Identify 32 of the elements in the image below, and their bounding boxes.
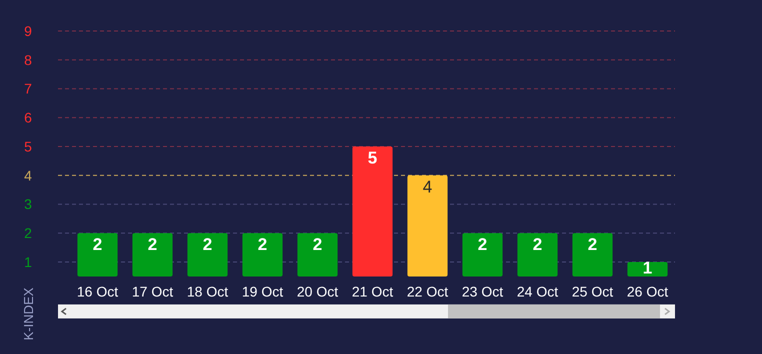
y-tick-label: 8 — [24, 52, 32, 68]
data-label: 2 — [92, 235, 102, 254]
x-tick-label: 23 Oct — [462, 283, 504, 300]
x-tick-label: 24 Oct — [516, 283, 558, 300]
x-tick-label: 18 Oct — [186, 283, 228, 300]
y-tick-label: 6 — [24, 110, 32, 126]
data-label: 5 — [368, 148, 378, 168]
data-label: 2 — [148, 235, 158, 254]
x-tick-label: 26 Oct — [626, 283, 668, 300]
y-tick-label: 1 — [24, 254, 32, 270]
y-tick-label: 7 — [24, 80, 32, 97]
y-tick-label: 3 — [24, 196, 32, 212]
data-label: 2 — [478, 235, 488, 254]
data-label: 2 — [312, 235, 322, 254]
x-tick-label: 22 Oct — [406, 283, 448, 300]
data-label: 1 — [642, 258, 652, 278]
data-label: 2 — [532, 235, 542, 254]
data-label: 2 — [202, 235, 212, 254]
y-axis-title: K-INDEX — [21, 287, 36, 340]
x-tick-label: 20 Oct — [296, 283, 338, 300]
x-tick-label: 25 Oct — [572, 283, 614, 300]
data-label: 2 — [588, 235, 598, 254]
y-tick-label: 5 — [24, 138, 32, 154]
y-tick-label: 4 — [24, 167, 32, 184]
y-tick-label: 9 — [24, 22, 32, 39]
x-tick-label: 16 Oct — [76, 283, 118, 300]
data-label: 4 — [422, 177, 432, 196]
x-tick-label: 21 Oct — [352, 283, 394, 300]
x-tick-label: 17 Oct — [132, 283, 174, 300]
x-tick-label: 19 Oct — [242, 283, 284, 300]
y-tick-label: 2 — [24, 225, 32, 242]
data-label: 2 — [258, 235, 268, 254]
